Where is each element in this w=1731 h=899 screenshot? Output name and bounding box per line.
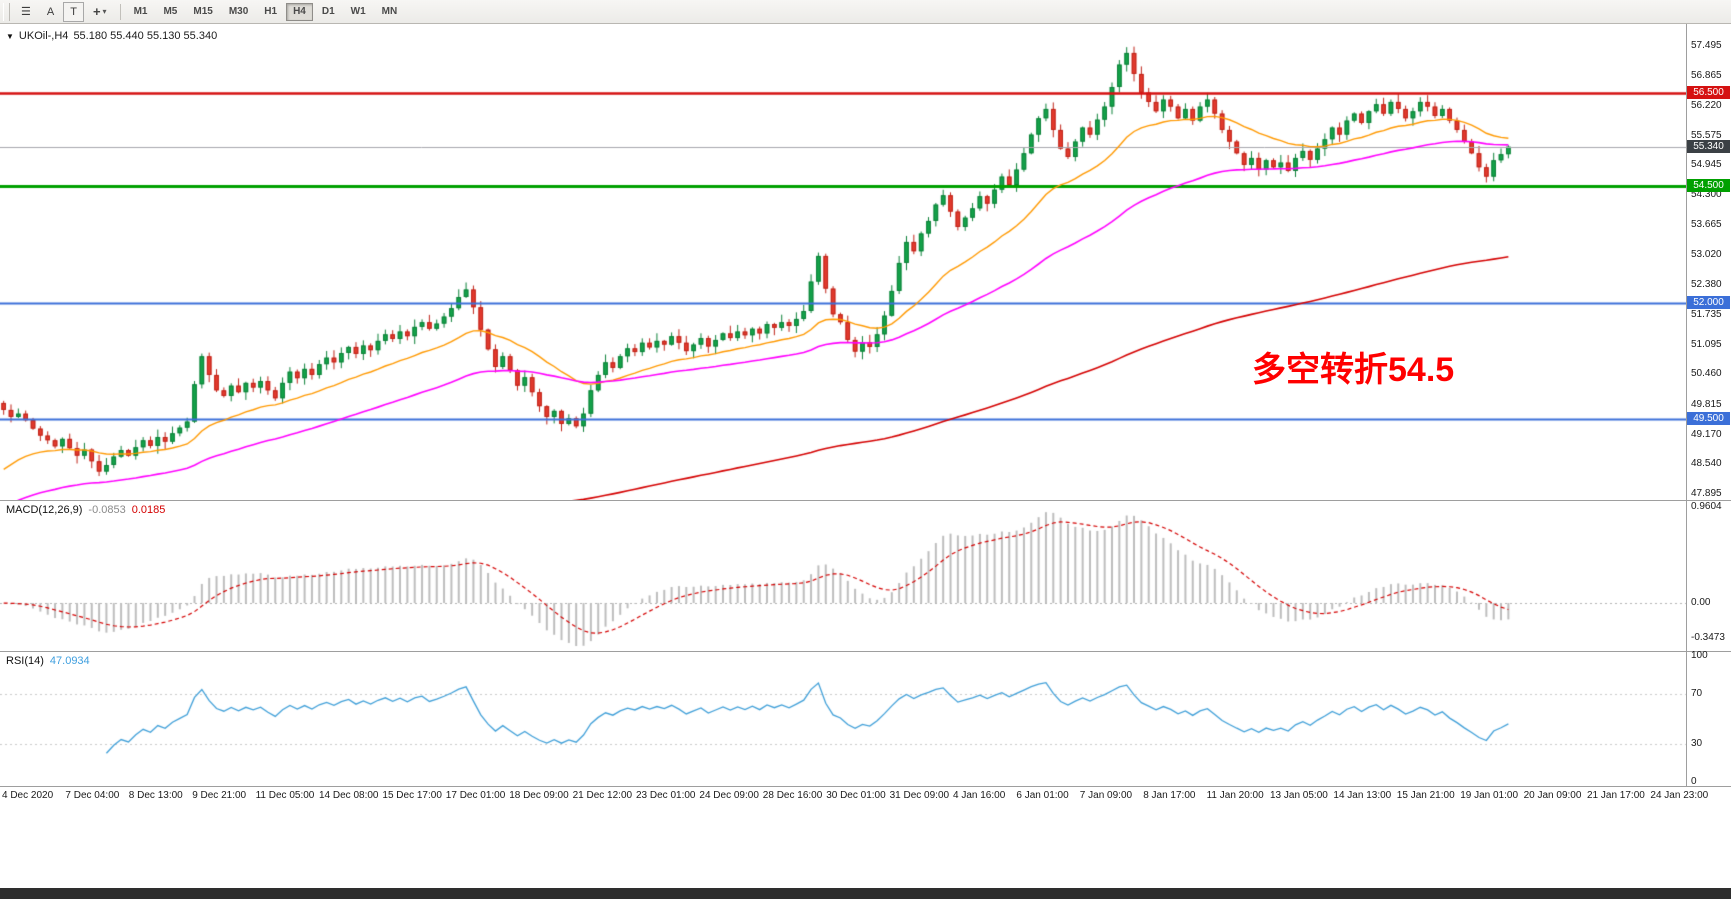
- current-price-badge: 55.340: [1687, 139, 1730, 153]
- timeframe-button-h1[interactable]: H1: [257, 3, 284, 21]
- panel-divider-rsi[interactable]: [0, 651, 1731, 652]
- time-axis-label: 11 Dec 05:00: [255, 790, 315, 801]
- price-axis-tick: 53.665: [1691, 218, 1722, 230]
- macd-axis-tick: 0.00: [1691, 597, 1711, 609]
- time-axis-label: 24 Dec 09:00: [699, 790, 759, 801]
- time-axis-label: 8 Jan 17:00: [1143, 790, 1196, 801]
- price-line-badge: 54.500: [1687, 178, 1730, 192]
- symbol-dropdown-icon[interactable]: ▼: [6, 31, 14, 41]
- rsi-indicator-canvas[interactable]: [0, 652, 1686, 786]
- text-tool-label: T: [70, 5, 77, 18]
- time-axis-label: 15 Jan 21:00: [1396, 790, 1455, 801]
- macd-name: MACD(12,26,9): [6, 504, 83, 516]
- symbol-name: UKOil-,H4: [18, 30, 69, 42]
- chart-list-button[interactable]: ☰: [14, 2, 38, 22]
- price-axis-tick: 50.460: [1691, 368, 1722, 380]
- time-axis-label: 24 Jan 23:00: [1650, 790, 1709, 801]
- price-axis-tick: 54.945: [1691, 159, 1722, 171]
- timeframe-button-h4[interactable]: H4: [286, 2, 313, 21]
- price-axis-tick: 52.380: [1691, 278, 1722, 290]
- time-axis-label: 4 Jan 16:00: [953, 790, 1006, 801]
- horizontal-scrollbar[interactable]: [0, 888, 1731, 899]
- price-axis-tick: 48.540: [1691, 458, 1722, 470]
- rsi-axis-tick: 70: [1691, 687, 1703, 699]
- macd-axis-tick: 0.9604: [1691, 501, 1722, 512]
- macd-indicator-canvas[interactable]: [0, 501, 1686, 651]
- price-axis-tick: 54.300: [1691, 189, 1722, 201]
- time-axis-label: 9 Dec 21:00: [192, 790, 247, 801]
- time-axis-label: 14 Dec 08:00: [319, 790, 379, 801]
- macd-label: MACD(12,26,9) -0.0853 0.0185: [6, 504, 165, 516]
- time-axis-label: 23 Dec 01:00: [636, 790, 696, 801]
- price-axis-tick: 57.495: [1691, 40, 1722, 52]
- macd-main-value: -0.0853: [88, 504, 126, 516]
- crosshair-tool-dropdown[interactable]: + ▾: [86, 2, 114, 22]
- price-chart-canvas[interactable]: [0, 24, 1686, 500]
- time-axis-label: 4 Dec 2020: [2, 790, 54, 801]
- time-axis-label: 11 Jan 20:00: [1206, 790, 1264, 801]
- timeframe-button-d1[interactable]: D1: [315, 3, 342, 21]
- rsi-label: RSI(14) 47.0934: [6, 655, 90, 667]
- timeframe-button-mn[interactable]: MN: [375, 3, 405, 21]
- timeframe-button-m30[interactable]: M30: [222, 3, 255, 21]
- price-line-badge: 52.000: [1687, 295, 1730, 309]
- time-axis-label: 13 Jan 05:00: [1270, 790, 1328, 801]
- time-axis-label: 19 Jan 01:00: [1460, 790, 1519, 801]
- arrow-tool-label: A: [46, 5, 55, 18]
- price-axis-tick: 53.020: [1691, 249, 1722, 260]
- chart-list-icon: ☰: [21, 6, 31, 18]
- crosshair-icon: +: [92, 4, 101, 19]
- time-axis-label: 30 Dec 01:00: [826, 790, 886, 801]
- time-axis-label: 7 Dec 04:00: [65, 790, 120, 801]
- time-axis-label: 20 Jan 09:00: [1523, 790, 1582, 801]
- rsi-value: 47.0934: [49, 655, 90, 667]
- price-line-badge: 56.500: [1687, 85, 1730, 99]
- timeframe-group: M1 M5 M15 M30 H1 H4 D1 W1 MN: [126, 2, 406, 21]
- panel-divider-macd[interactable]: [0, 500, 1731, 501]
- toolbar-grip[interactable]: [3, 2, 10, 21]
- top-toolbar: ☰ A T + ▾ M1 M5 M15 M30 H1 H4 D1 W1 MN: [0, 0, 1731, 24]
- price-line-badge: 49.500: [1687, 412, 1730, 426]
- timeframe-button-m15[interactable]: M15: [186, 3, 219, 21]
- time-axis-label: 31 Dec 09:00: [889, 790, 950, 801]
- time-axis-label: 7 Jan 09:00: [1079, 790, 1133, 801]
- text-tool-button[interactable]: T: [63, 1, 84, 22]
- time-axis-label: 28 Dec 16:00: [762, 790, 823, 801]
- rsi-name: RSI(14): [6, 655, 44, 667]
- time-axis-label: 15 Dec 17:00: [382, 790, 442, 801]
- price-axis-tick: 51.735: [1691, 308, 1722, 320]
- price-axis-tick: 49.170: [1691, 428, 1722, 440]
- price-axis-tick: 51.095: [1691, 338, 1722, 350]
- price-axis-tick: 55.575: [1691, 129, 1722, 141]
- time-axis-label: 8 Dec 13:00: [128, 790, 183, 801]
- chevron-down-icon: ▾: [102, 7, 107, 16]
- toolbar-separator: [119, 3, 121, 20]
- macd-signal-value: 0.0185: [131, 504, 166, 516]
- symbol-ohlc-values: 55.180 55.440 55.130 55.340: [73, 30, 218, 42]
- timeframe-button-m5[interactable]: M5: [156, 3, 184, 21]
- time-axis[interactable]: 4 Dec 2020 7 Dec 04:00 8 Dec 13:00 9 Dec 21…: [0, 787, 1731, 807]
- time-axis-label: 18 Dec 09:00: [509, 790, 569, 801]
- time-axis-label: 14 Jan 13:00: [1333, 790, 1392, 801]
- timeframe-button-w1[interactable]: W1: [344, 3, 373, 21]
- price-axis-tick: 56.220: [1691, 99, 1722, 111]
- chart-symbol-title: ▼ UKOil-,H4 55.180 55.440 55.130 55.340: [6, 30, 217, 42]
- price-axis-tick: 49.815: [1691, 398, 1722, 410]
- annotation-text[interactable]: 多空转折54.5: [1252, 351, 1455, 389]
- arrow-tool-button[interactable]: A: [40, 2, 61, 22]
- macd-axis-tick: -0.3473: [1691, 631, 1725, 643]
- time-axis-divider: [0, 786, 1731, 787]
- timeframe-button-m1[interactable]: M1: [127, 3, 155, 21]
- rsi-axis-tick: 30: [1691, 738, 1703, 750]
- time-axis-label: 21 Jan 17:00: [1587, 790, 1645, 801]
- price-axis-tick: 47.895: [1691, 488, 1722, 500]
- axis-separator-line: [1686, 24, 1687, 787]
- time-axis-label: 21 Dec 12:00: [572, 790, 633, 801]
- time-axis-label: 17 Dec 01:00: [445, 790, 506, 801]
- price-axis-tick: 56.865: [1691, 69, 1722, 81]
- time-axis-label: 6 Jan 01:00: [1016, 790, 1069, 801]
